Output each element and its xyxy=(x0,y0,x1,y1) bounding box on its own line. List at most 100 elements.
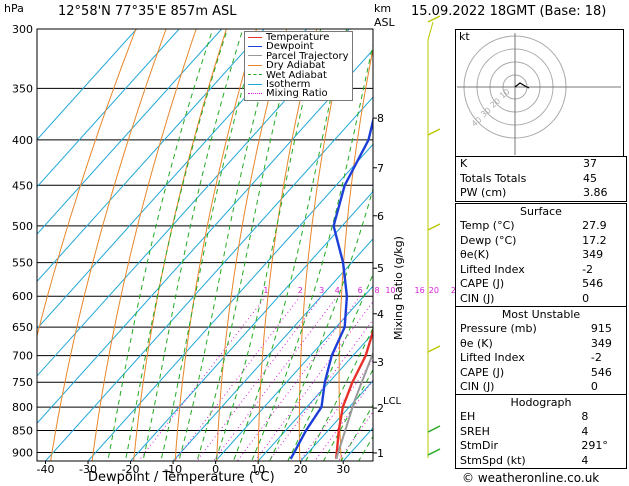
height-unit-km: km xyxy=(374,2,392,15)
mixing-ratio-label: 3 xyxy=(319,286,324,295)
index-row: K 37 xyxy=(456,157,626,172)
mixing-ratio-label: 4 xyxy=(335,286,340,295)
index-row: CIN (J) 0 xyxy=(456,292,626,307)
dry-adiabat xyxy=(50,29,167,461)
pressure-tick-label: 900 xyxy=(12,447,33,460)
index-label: θe(K) xyxy=(460,248,490,262)
index-value: 546 xyxy=(590,365,612,379)
pressure-tick-label: 800 xyxy=(12,401,33,414)
index-label: θe (K) xyxy=(460,336,493,350)
most-unstable-box: Most Unstable Pressure (mb) 915 θe (K) 349 L… xyxy=(455,306,627,396)
pressure-tick-label: 600 xyxy=(12,290,33,303)
index-row: Lifted Index -2 xyxy=(456,351,626,366)
index-label: Temp (°C) xyxy=(460,219,515,233)
index-row: PW (cm) 3.86 xyxy=(456,186,626,201)
location: 12°58'N 77°35'E 857m ASL xyxy=(58,4,237,19)
index-label: Lifted Index xyxy=(460,351,525,365)
legend: Temperature Dewpoint Parcel Trajectory Dry … xyxy=(244,31,353,101)
surface-box: Surface Temp (°C) 27.9 Dewp (°C) 17.2 θe(K) 3… xyxy=(455,203,627,307)
isotherm xyxy=(37,29,180,188)
index-value: -2 xyxy=(590,351,602,365)
pressure-unit: hPa xyxy=(4,2,24,15)
index-row: θe (K) 349 xyxy=(456,337,626,352)
most-unstable-title: Most Unstable xyxy=(501,308,581,321)
height-tick-label: 3 xyxy=(377,356,384,369)
datetime: 15.09.2022 18GMT (Base: 18) xyxy=(411,4,607,19)
isotherm xyxy=(37,29,350,377)
mixing-ratio-label: 10 xyxy=(385,286,395,295)
index-row: StmSpd (kt) 4 xyxy=(456,454,626,469)
temperature-tick-label: -30 xyxy=(79,463,97,476)
index-value: 37 xyxy=(583,157,598,171)
pressure-tick-label: 850 xyxy=(12,424,33,437)
index-value: 546 xyxy=(582,277,604,291)
index-row: Pressure (mb) 915 xyxy=(456,322,626,337)
wet-adiabat xyxy=(160,29,261,461)
wet-adiabat xyxy=(269,187,373,461)
legend-swatch xyxy=(248,55,262,57)
pressure-tick-label: 350 xyxy=(12,82,33,95)
index-row: CIN (J) 0 xyxy=(456,380,626,395)
hodograph-unit: kt xyxy=(459,30,470,43)
legend-label: Temperature xyxy=(266,32,330,43)
index-value: 915 xyxy=(590,322,612,336)
wind-barb xyxy=(427,345,441,353)
dry-adiabat xyxy=(37,29,137,339)
indices-top-box: K 37 Totals Totals 45 PW (cm) 3.86 xyxy=(455,156,627,202)
wet-adiabat xyxy=(287,272,373,461)
pressure-tick-label: 450 xyxy=(12,179,33,192)
parcel-trajectory-line xyxy=(335,351,373,460)
legend-label: Parcel Trajectory xyxy=(266,50,349,62)
legend-label: Isotherm xyxy=(266,79,311,91)
temperature-tick-label: 0 xyxy=(212,463,219,476)
legend-item: Isotherm xyxy=(248,79,349,91)
index-value: 0 xyxy=(582,291,590,305)
isotherm xyxy=(37,29,137,141)
temperature-tick-label: -20 xyxy=(122,463,140,476)
height-tick-label: 2 xyxy=(377,402,384,415)
wet-adiabat xyxy=(358,435,373,461)
index-row: CAPE (J) 546 xyxy=(456,277,626,292)
legend-swatch xyxy=(248,45,262,47)
index-row: EH 8 xyxy=(456,410,626,425)
legend-label: Dry Adiabat xyxy=(266,60,326,72)
dry-adiabat xyxy=(91,29,197,461)
temperature-tick-label: 30 xyxy=(336,463,350,476)
temperature-tick-label: 10 xyxy=(251,463,265,476)
index-label: CAPE (J) xyxy=(460,277,505,291)
mixing-ratio-label: 8 xyxy=(374,286,379,295)
wind-barb xyxy=(427,223,441,231)
index-value: 3.86 xyxy=(583,186,608,200)
legend-item: Wet Adiabat xyxy=(248,70,349,80)
index-label: Lifted Index xyxy=(460,262,525,276)
mixing-ratio-label: 20 xyxy=(429,286,439,295)
wet-adiabat xyxy=(178,29,279,461)
legend-label: Dewpoint xyxy=(266,41,314,53)
index-label: CIN (J) xyxy=(460,291,495,305)
surface-title: Surface xyxy=(520,205,562,218)
legend-item: Temperature xyxy=(248,32,349,43)
height-tick-label: 1 xyxy=(377,447,384,460)
index-row: Temp (°C) 27.9 xyxy=(456,219,626,234)
legend-item: Parcel Trajectory xyxy=(248,50,349,62)
wet-adiabat xyxy=(124,29,228,461)
isotherm xyxy=(130,190,373,461)
x-axis-label: Dewpoint / Temperature (°C) xyxy=(88,470,275,485)
index-value: -2 xyxy=(582,262,594,276)
isotherm xyxy=(37,29,308,330)
index-value: 45 xyxy=(583,171,598,185)
mixing-ratio-label: 1 xyxy=(263,286,268,295)
temperature-tick-label: 20 xyxy=(294,463,308,476)
index-label: StmDir xyxy=(460,439,499,453)
dry-adiabat xyxy=(257,29,318,461)
mixing-ratio-line xyxy=(254,300,373,461)
wet-adiabat xyxy=(196,29,299,461)
height-tick-label: 5 xyxy=(377,262,384,275)
dry-adiabat xyxy=(338,46,373,461)
pressure-tick-label: 500 xyxy=(12,220,33,233)
temperature-tick-label: -40 xyxy=(37,463,55,476)
legend-item: Mixing Ratio xyxy=(248,89,349,99)
index-row: StmDir 291° xyxy=(456,439,626,454)
index-label: K xyxy=(460,157,468,171)
